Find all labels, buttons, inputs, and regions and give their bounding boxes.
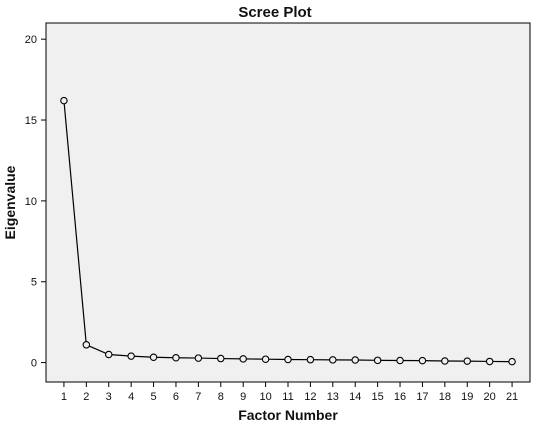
data-point-marker [441,357,449,365]
chart-title: Scree Plot [238,4,311,21]
data-point-marker [463,357,472,365]
x-tick-label: 16 [394,391,406,403]
data-point-marker [104,350,113,359]
x-tick-label: 4 [128,391,134,403]
data-point-marker [351,356,359,364]
x-axis: 1 2 3 4 5 6 7 8 9 10 11 12 13 14 15 16 17 18 19 20 21 [61,382,518,403]
eigenvalue-series [60,96,516,366]
x-tick-label: 9 [240,391,246,403]
x-tick-label: 5 [150,391,156,403]
data-point-marker [172,353,180,362]
x-tick-label: 13 [327,391,339,403]
data-point-marker [82,341,91,349]
y-axis-title: Eigenvalue [2,165,18,239]
y-axis: 0 5 10 15 20 [25,34,46,370]
y-tick-label: 5 [31,277,37,289]
data-point-marker [396,356,404,365]
data-point-marker [508,357,516,366]
x-tick-label: 7 [195,391,201,403]
x-axis-title: Factor Number [238,407,338,423]
x-tick-label: 11 [282,391,293,403]
x-tick-label: 18 [439,391,451,403]
data-point-marker [485,357,494,366]
x-tick-label: 15 [372,391,384,403]
x-tick-label: 10 [259,391,271,403]
x-tick-label: 19 [461,391,473,403]
data-point-marker [127,352,135,360]
x-tick-label: 2 [83,391,89,403]
y-tick-label: 20 [25,34,37,46]
data-point-marker [217,354,225,363]
data-point-marker [239,355,247,363]
data-point-marker [194,354,203,362]
x-tick-label: 17 [416,391,428,403]
data-point-marker [329,356,337,364]
x-tick-label: 1 [61,391,67,403]
data-point-marker [418,356,427,365]
data-point-marker [261,355,270,363]
x-tick-label: 8 [218,391,224,403]
data-point-marker [306,355,315,364]
x-tick-label: 14 [349,391,361,403]
x-tick-label: 20 [484,391,496,403]
y-tick-label: 10 [25,196,37,208]
data-point-marker [60,96,68,105]
x-tick-label: 21 [506,391,518,403]
y-tick-label: 0 [31,358,37,370]
data-point-marker [284,355,292,364]
y-tick-label: 15 [25,115,37,127]
x-tick-label: 12 [304,391,316,403]
x-tick-label: 6 [173,391,179,403]
data-point-marker [149,353,158,362]
data-point-marker [373,356,382,365]
x-tick-label: 3 [106,391,112,403]
plot-area [45,22,531,383]
